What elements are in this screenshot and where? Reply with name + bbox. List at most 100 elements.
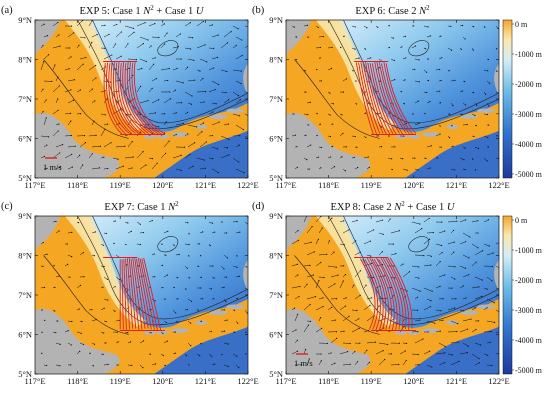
lat-tick-label: 6°N bbox=[18, 330, 32, 340]
current-arrow-head bbox=[45, 99, 47, 101]
current-arrow-head bbox=[377, 135, 379, 137]
current-arrow-head bbox=[131, 364, 133, 366]
current-arrow bbox=[220, 265, 225, 270]
current-arrow-head bbox=[73, 79, 76, 81]
current-arrow-head bbox=[42, 111, 44, 113]
current-arrow bbox=[294, 296, 300, 300]
current-arrow-head bbox=[404, 350, 406, 352]
current-arrow bbox=[223, 342, 229, 345]
current-arrow bbox=[196, 21, 204, 27]
current-arrow-head bbox=[306, 159, 308, 161]
current-arrow bbox=[438, 362, 445, 366]
current-arrow bbox=[235, 55, 243, 60]
lon-tick-label: 121°E bbox=[446, 376, 467, 386]
current-arrow bbox=[483, 243, 490, 247]
current-arrow-head bbox=[444, 345, 446, 348]
track-line bbox=[119, 62, 146, 134]
current-arrow-head bbox=[68, 47, 70, 49]
current-arrow-head bbox=[461, 113, 463, 115]
current-arrow bbox=[366, 57, 371, 60]
current-arrow-head bbox=[210, 288, 213, 290]
current-arrow bbox=[163, 274, 168, 278]
current-arrow-head bbox=[197, 265, 200, 267]
current-arrow bbox=[55, 77, 59, 82]
current-arrow bbox=[139, 164, 147, 170]
current-arrow-head bbox=[155, 77, 157, 80]
current-arrow-head bbox=[175, 312, 177, 314]
current-arrow-head bbox=[356, 146, 358, 148]
current-arrow bbox=[43, 54, 49, 60]
current-arrow bbox=[187, 102, 192, 105]
current-arrow-head bbox=[47, 54, 50, 56]
track-line bbox=[358, 62, 378, 135]
current-arrow bbox=[378, 359, 385, 366]
current-arrow bbox=[199, 167, 206, 170]
current-arrow-head bbox=[431, 290, 433, 292]
current-arrow bbox=[450, 230, 454, 234]
current-arrow-head bbox=[400, 90, 403, 92]
current-arrow-head bbox=[296, 339, 298, 342]
current-arrow-head bbox=[313, 251, 315, 253]
colorbar-tick-label: -1000 m bbox=[515, 246, 543, 255]
current-arrow-head bbox=[429, 100, 431, 103]
current-arrow-head bbox=[463, 159, 465, 161]
current-arrow-head bbox=[186, 111, 189, 114]
current-arrow bbox=[208, 111, 214, 115]
current-arrow bbox=[435, 309, 441, 311]
current-arrow bbox=[112, 157, 119, 160]
track-line bbox=[389, 257, 413, 329]
lon-tick-label: 122°E bbox=[237, 180, 258, 190]
current-arrow-head bbox=[142, 231, 145, 234]
current-arrow-head bbox=[373, 229, 375, 231]
current-arrow-head bbox=[442, 298, 444, 300]
current-arrow-head bbox=[491, 364, 493, 366]
current-arrow-head bbox=[320, 353, 322, 355]
current-arrow-head bbox=[168, 140, 170, 142]
current-arrow bbox=[390, 79, 395, 82]
current-arrow-head bbox=[149, 353, 151, 355]
colorbar-tick-label: 0 m bbox=[515, 20, 528, 29]
current-arrow bbox=[339, 351, 348, 355]
current-arrow bbox=[495, 113, 499, 115]
current-arrow-head bbox=[307, 324, 310, 326]
current-arrow bbox=[411, 265, 419, 268]
palawan-land bbox=[35, 20, 61, 58]
colorbar-tick-label: -5000 m bbox=[515, 170, 543, 179]
southern-deep-sea bbox=[405, 130, 499, 178]
current-arrow bbox=[115, 31, 122, 38]
current-arrow-head bbox=[477, 147, 480, 150]
current-arrow bbox=[291, 350, 298, 355]
current-arrow-head bbox=[317, 26, 319, 29]
southern-deep-sea bbox=[154, 130, 248, 178]
panel-label: (d) bbox=[252, 201, 265, 212]
current-arrow-head bbox=[161, 243, 163, 245]
current-arrow bbox=[103, 54, 112, 60]
current-arrow bbox=[342, 78, 347, 82]
current-arrow bbox=[327, 218, 332, 223]
current-arrow bbox=[447, 265, 455, 267]
current-arrow-head bbox=[344, 274, 347, 276]
current-arrow-head bbox=[110, 142, 112, 144]
current-arrow-head bbox=[475, 261, 477, 263]
current-arrow-head bbox=[215, 103, 217, 105]
current-arrow bbox=[247, 168, 248, 169]
current-arrow-head bbox=[343, 330, 345, 332]
current-arrow-head bbox=[70, 120, 72, 122]
current-arrow bbox=[459, 285, 464, 289]
current-arrow-head bbox=[188, 277, 191, 279]
current-arrow-head bbox=[103, 156, 105, 158]
current-arrow bbox=[67, 56, 72, 60]
current-arrow-head bbox=[454, 169, 456, 171]
current-arrow-head bbox=[359, 342, 361, 344]
lon-tick-label: 118°E bbox=[318, 376, 339, 386]
current-arrow-head bbox=[225, 276, 228, 278]
current-arrow bbox=[303, 304, 311, 311]
current-arrow bbox=[471, 329, 477, 333]
current-arrow-head bbox=[472, 92, 475, 94]
current-arrow bbox=[40, 24, 45, 27]
island bbox=[460, 114, 479, 120]
current-arrow bbox=[462, 254, 470, 259]
current-arrow-head bbox=[242, 129, 244, 131]
current-arrow-head bbox=[365, 284, 367, 286]
current-arrow-head bbox=[488, 105, 490, 107]
